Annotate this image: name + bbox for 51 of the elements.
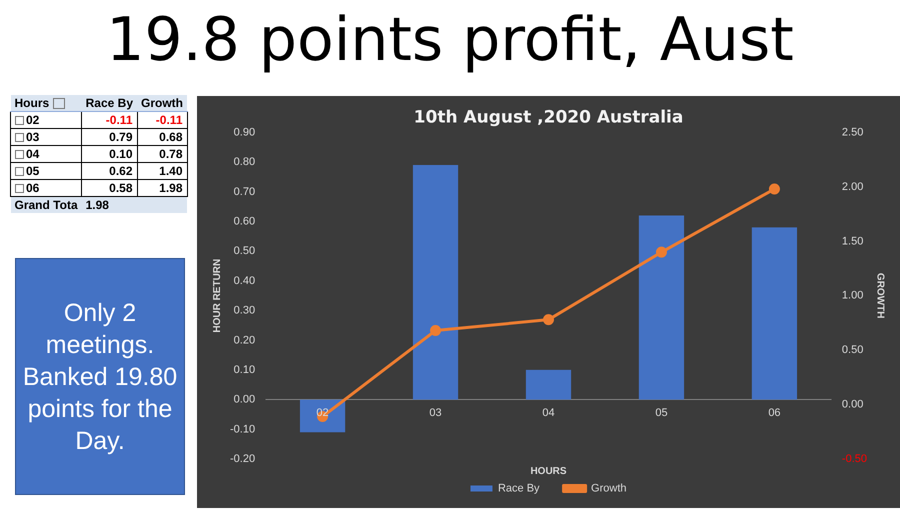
y-tick-label: 0.90	[234, 126, 256, 138]
x-tick-label: 06	[768, 407, 781, 420]
y-tick-label: 0.80	[234, 156, 256, 168]
category-label: 05	[26, 164, 40, 178]
legend-label: Growth	[591, 482, 627, 495]
text: 1.40	[137, 162, 187, 180]
y-tick-label: 0.50	[234, 245, 256, 258]
text: -0.11	[137, 112, 187, 128]
category-label: 03	[26, 130, 40, 144]
legend-label: Race By	[498, 482, 540, 495]
category-label: 06	[26, 181, 40, 195]
y-tick-label: 0.60	[234, 216, 256, 228]
x-tick-label: 03	[429, 407, 442, 420]
y-tick-label: -0.10	[230, 423, 256, 436]
y2-axis-title: GROWTH	[874, 272, 886, 318]
text: 0.79	[82, 128, 137, 146]
x-tick-label: 04	[542, 407, 555, 420]
text: 0.58	[82, 180, 137, 196]
text: Growth	[141, 96, 183, 110]
y-tick-label: 0.30	[234, 304, 256, 317]
y-tick-label: -0.20	[230, 453, 256, 466]
text: 0.68	[137, 128, 187, 146]
category-label: 04	[26, 147, 40, 161]
text: 0.10	[82, 146, 137, 162]
x-axis-title: HOURS	[530, 466, 567, 477]
text: 0.62	[82, 162, 137, 180]
y-tick-label: 0.10	[234, 364, 256, 376]
y2-tick-label: 0.50	[842, 344, 864, 356]
y-tick-label: 0.40	[234, 274, 256, 287]
text: Hours	[10, 95, 82, 112]
y2-tick-label: 1.00	[842, 290, 864, 302]
text: Grand Tota	[10, 196, 82, 213]
y2-tick-label: 2.00	[842, 180, 864, 193]
y2-tick-label: 1.50	[842, 235, 864, 248]
category-label: 02	[26, 113, 40, 127]
y2-tick-label: 2.50	[842, 126, 864, 138]
text: 1.98	[82, 196, 187, 213]
y-tick-label: 0.70	[234, 186, 256, 198]
y-tick-label: 0.20	[234, 334, 256, 346]
y2-tick-label: -0.50	[842, 453, 868, 466]
text: 1.98	[137, 180, 187, 196]
text: -0.11	[82, 112, 137, 128]
text: Only 2 meetings. Banked 19.80 points for the Day.	[15, 258, 185, 495]
y-tick-label: 0.00	[234, 394, 256, 406]
chart-subtitle: 10th August ,2020 Australia	[414, 108, 684, 128]
y2-tick-label: 0.00	[842, 398, 864, 411]
text: Race By	[86, 96, 133, 110]
x-tick-label: 05	[655, 407, 668, 420]
text: 0.78	[137, 146, 187, 162]
y-axis-title: HOUR RETURN	[212, 258, 223, 333]
chart-title: 19.8 points profit, Aust	[105, 4, 795, 77]
